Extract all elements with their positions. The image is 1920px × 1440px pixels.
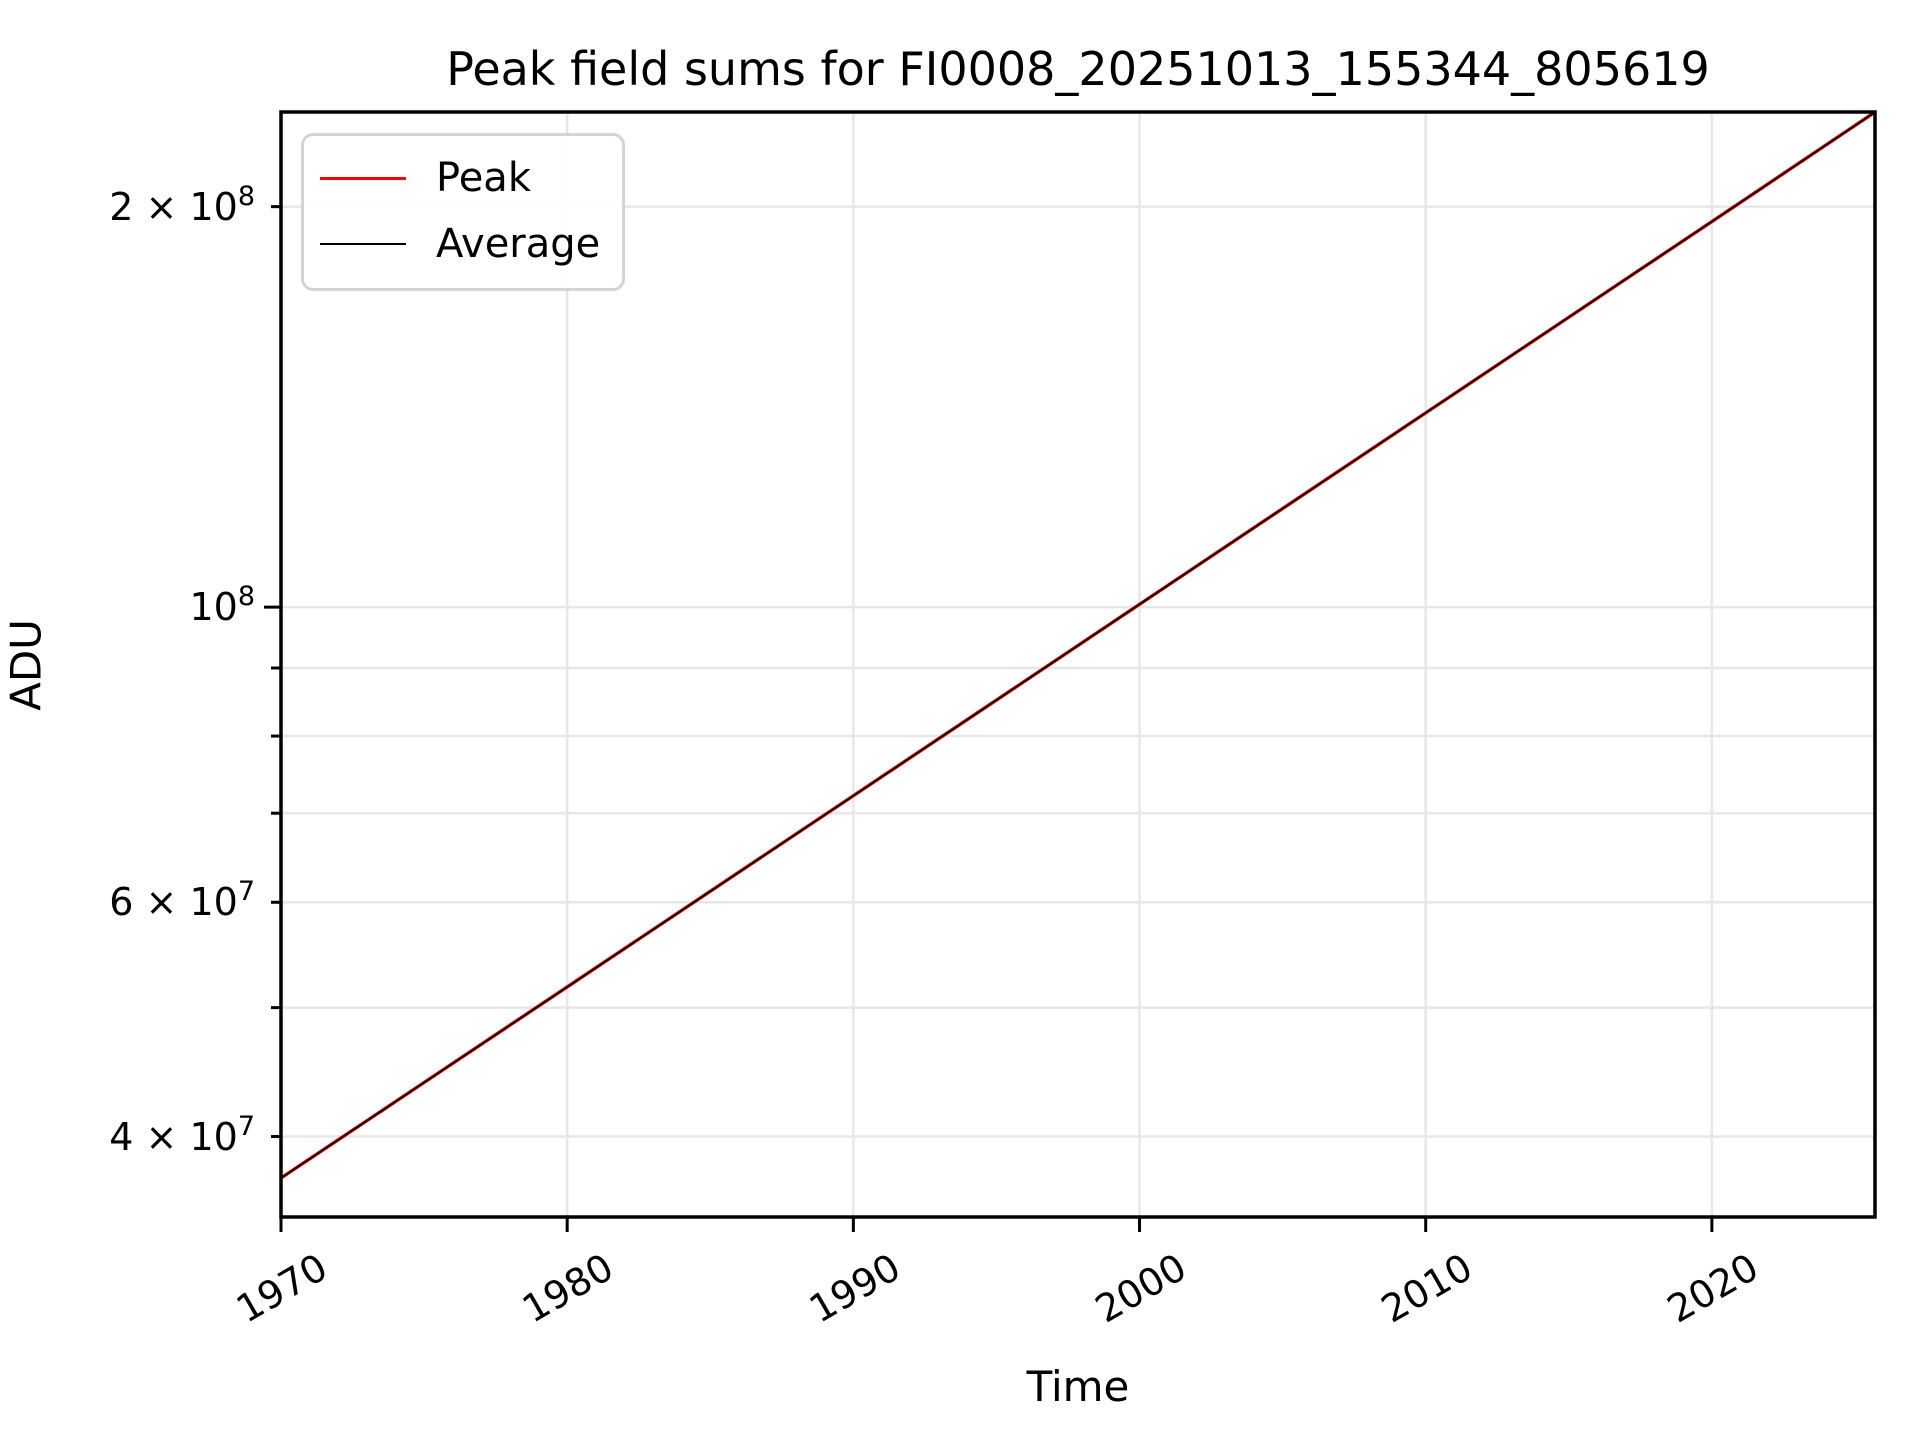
chart-title: Peak field sums for FI0008_20251013_1553… <box>446 42 1710 96</box>
plot-border <box>279 110 1877 1219</box>
legend-item-average: Average <box>320 218 602 270</box>
y-tick-mantissa: 2 × 10 <box>109 184 238 229</box>
y-tick-mantissa: 4 × 10 <box>109 1114 238 1159</box>
y-tick-exponent: 7 <box>237 1110 255 1142</box>
legend-label-average: Average <box>436 221 601 267</box>
legend-label-peak: Peak <box>436 155 531 201</box>
x-axis-label: Time <box>1026 1362 1130 1411</box>
legend: Peak Average <box>301 133 625 291</box>
y-tick-exponent: 7 <box>237 876 255 908</box>
y-tick-label: 2 × 108 <box>109 181 255 229</box>
y-tick-label: 108 <box>189 581 255 630</box>
y-tick-mantissa: 6 × 10 <box>109 880 238 925</box>
peak-line-swatch <box>320 176 406 180</box>
y-tick-label: 6 × 107 <box>109 876 255 925</box>
y-axis-label: ADU <box>1 619 51 711</box>
y-tick-exponent: 8 <box>237 180 255 212</box>
legend-item-peak: Peak <box>320 152 602 204</box>
average-series-line <box>280 111 1876 1179</box>
average-line-swatch <box>320 242 406 246</box>
y-tick-exponent: 8 <box>237 581 255 613</box>
y-tick-label: 4 × 107 <box>109 1111 255 1159</box>
y-tick-mantissa: 10 <box>189 585 238 630</box>
